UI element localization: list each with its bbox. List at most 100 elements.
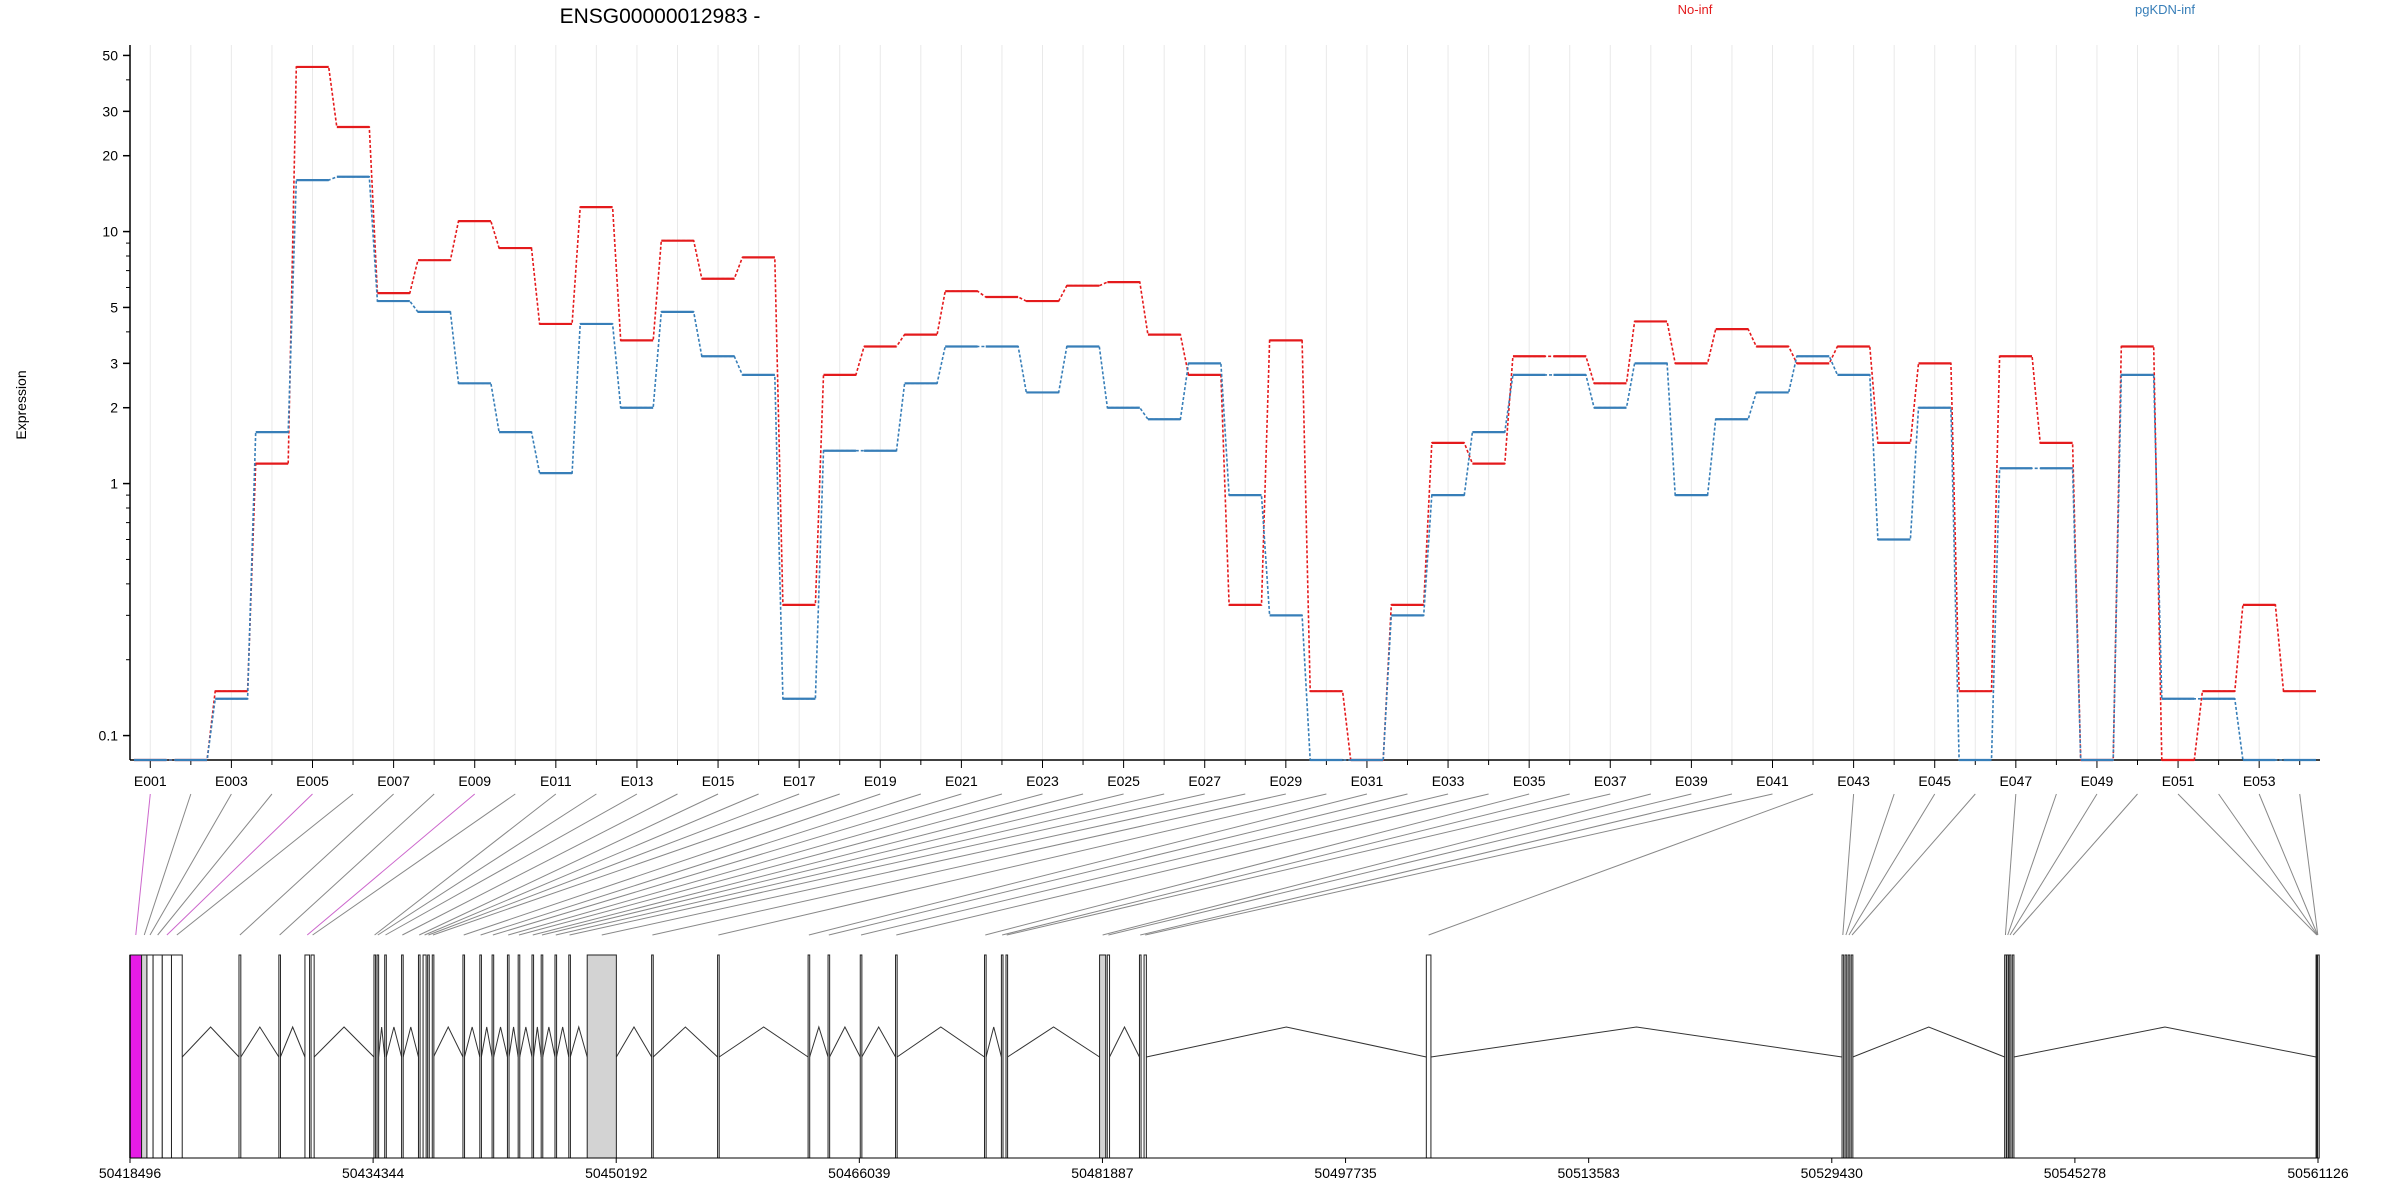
y-axis: 0.1 1 2 3 5 10 20 30 50 [99,45,131,760]
intron-20 [480,1026,493,1058]
intron-6 [181,1026,240,1058]
connector-E038 [1102,793,1651,936]
intron-14 [402,1026,419,1058]
connector-E010 [312,793,516,936]
exon-E022 [506,954,510,1159]
exon-E049 [2008,954,2012,1159]
intron-12 [378,1026,386,1058]
y-axis-label: Expression [13,370,29,439]
intron-7 [240,1026,280,1058]
connector-E020 [480,793,921,936]
exon-E011 [373,954,377,1159]
exon-E004 [152,954,163,1159]
exon-E009 [304,954,311,1159]
coordinate-label-50497735: 50497735 [1314,1165,1377,1181]
exon-E054 [2317,954,2320,1159]
exon-E044 [1844,954,1848,1159]
connector-E052 [2218,793,2318,936]
connector-E018 [432,793,840,936]
exon-E046 [1850,954,1854,1159]
exon-E001 [129,954,143,1159]
connector-E053 [2258,793,2319,936]
series-lines [134,65,2316,762]
connector-E054 [2299,793,2319,936]
series-pgkdn-inf [134,175,2316,762]
connector-E009 [306,793,476,936]
connector-E033 [860,793,1449,936]
x-tick-label-E039: E039 [1675,773,1708,789]
connector-E001 [135,793,151,936]
exon-E048 [2006,954,2010,1159]
x-tick-label-E051: E051 [2162,773,2195,789]
x-tick-label-E001: E001 [134,773,167,789]
exon-E037 [1005,954,1009,1159]
x-tick-label-E045: E045 [1918,773,1951,789]
intron-46 [1852,1026,2005,1058]
exon-E006 [170,954,183,1159]
intron-42 [1430,1026,1843,1058]
coordinate-label-50418496: 50418496 [99,1165,162,1181]
exon-E042 [1425,954,1432,1159]
connector-E028 [601,793,1246,936]
x-tick-label-E019: E019 [864,773,897,789]
x-tick-label-E033: E033 [1432,773,1465,789]
exon-E036 [1000,954,1004,1159]
legend: No-inf pgKDN-inf [1678,2,2196,17]
intron-8 [279,1025,306,1058]
connector-E029 [652,793,1286,936]
exon-E035 [984,954,987,1159]
exon-E040 [1138,954,1142,1159]
connector-E034 [896,793,1489,936]
intron-24 [533,1026,542,1058]
y-tick-label-0.1: 0.1 [99,728,119,744]
intron-29 [652,1026,718,1058]
connector-E016 [424,793,759,936]
connector-E007 [239,793,394,936]
exon-E024 [531,954,535,1159]
intron-18 [433,1025,464,1058]
connector-E045 [1848,793,1936,936]
intron-26 [556,1026,570,1058]
connector-E030 [718,793,1327,936]
connector-E017 [428,793,800,936]
exon-E015 [417,954,421,1159]
series-line-no-inf [134,66,2316,761]
exon-E021 [491,954,495,1159]
coordinate-label-50545278: 50545278 [2044,1165,2107,1181]
connector-E031 [808,793,1368,936]
exon-E030 [717,954,720,1159]
intron-39 [1109,1025,1140,1058]
connector-E011 [374,793,557,936]
y-tick-label-50: 50 [102,47,118,63]
coordinate-label-50434344: 50434344 [342,1165,405,1181]
x-tick-label-E041: E041 [1756,773,1789,789]
connector-E027 [569,793,1205,936]
exon-E029 [651,954,654,1159]
y-tick-label-2: 2 [110,400,118,416]
intron-31 [809,1025,829,1058]
coordinate-label-50450192: 50450192 [585,1165,648,1181]
exon-E002 [141,954,148,1159]
coordinate-label-50561126: 50561126 [2287,1165,2348,1181]
exon-E019 [462,954,466,1159]
connector-E047 [2004,793,2017,936]
coordinate-label-50481887: 50481887 [1071,1165,1134,1181]
x-tick-label-E009: E009 [458,773,491,789]
x-tick-label-E043: E043 [1837,773,1870,789]
genomic-coordinate-axis: 50418496 50434344 50450192 50466039 50481887… [99,1157,2349,1181]
exon-E023 [517,954,521,1159]
x-tick-label-E021: E021 [945,773,978,789]
intron-35 [985,1026,1002,1058]
exon-E045 [1847,954,1851,1159]
connector-E022 [508,793,1003,936]
y-tick-label-30: 30 [102,103,118,119]
connector-E008 [279,793,435,936]
intron-30 [718,1026,809,1058]
x-tick-label-E027: E027 [1188,773,1221,789]
exon-E026 [554,954,558,1159]
connector-E037 [1006,793,1611,936]
x-tick-label-E053: E053 [2243,773,2276,789]
gene-model [129,954,2320,1159]
exon-E010 [310,954,315,1159]
intron-23 [519,1026,533,1058]
